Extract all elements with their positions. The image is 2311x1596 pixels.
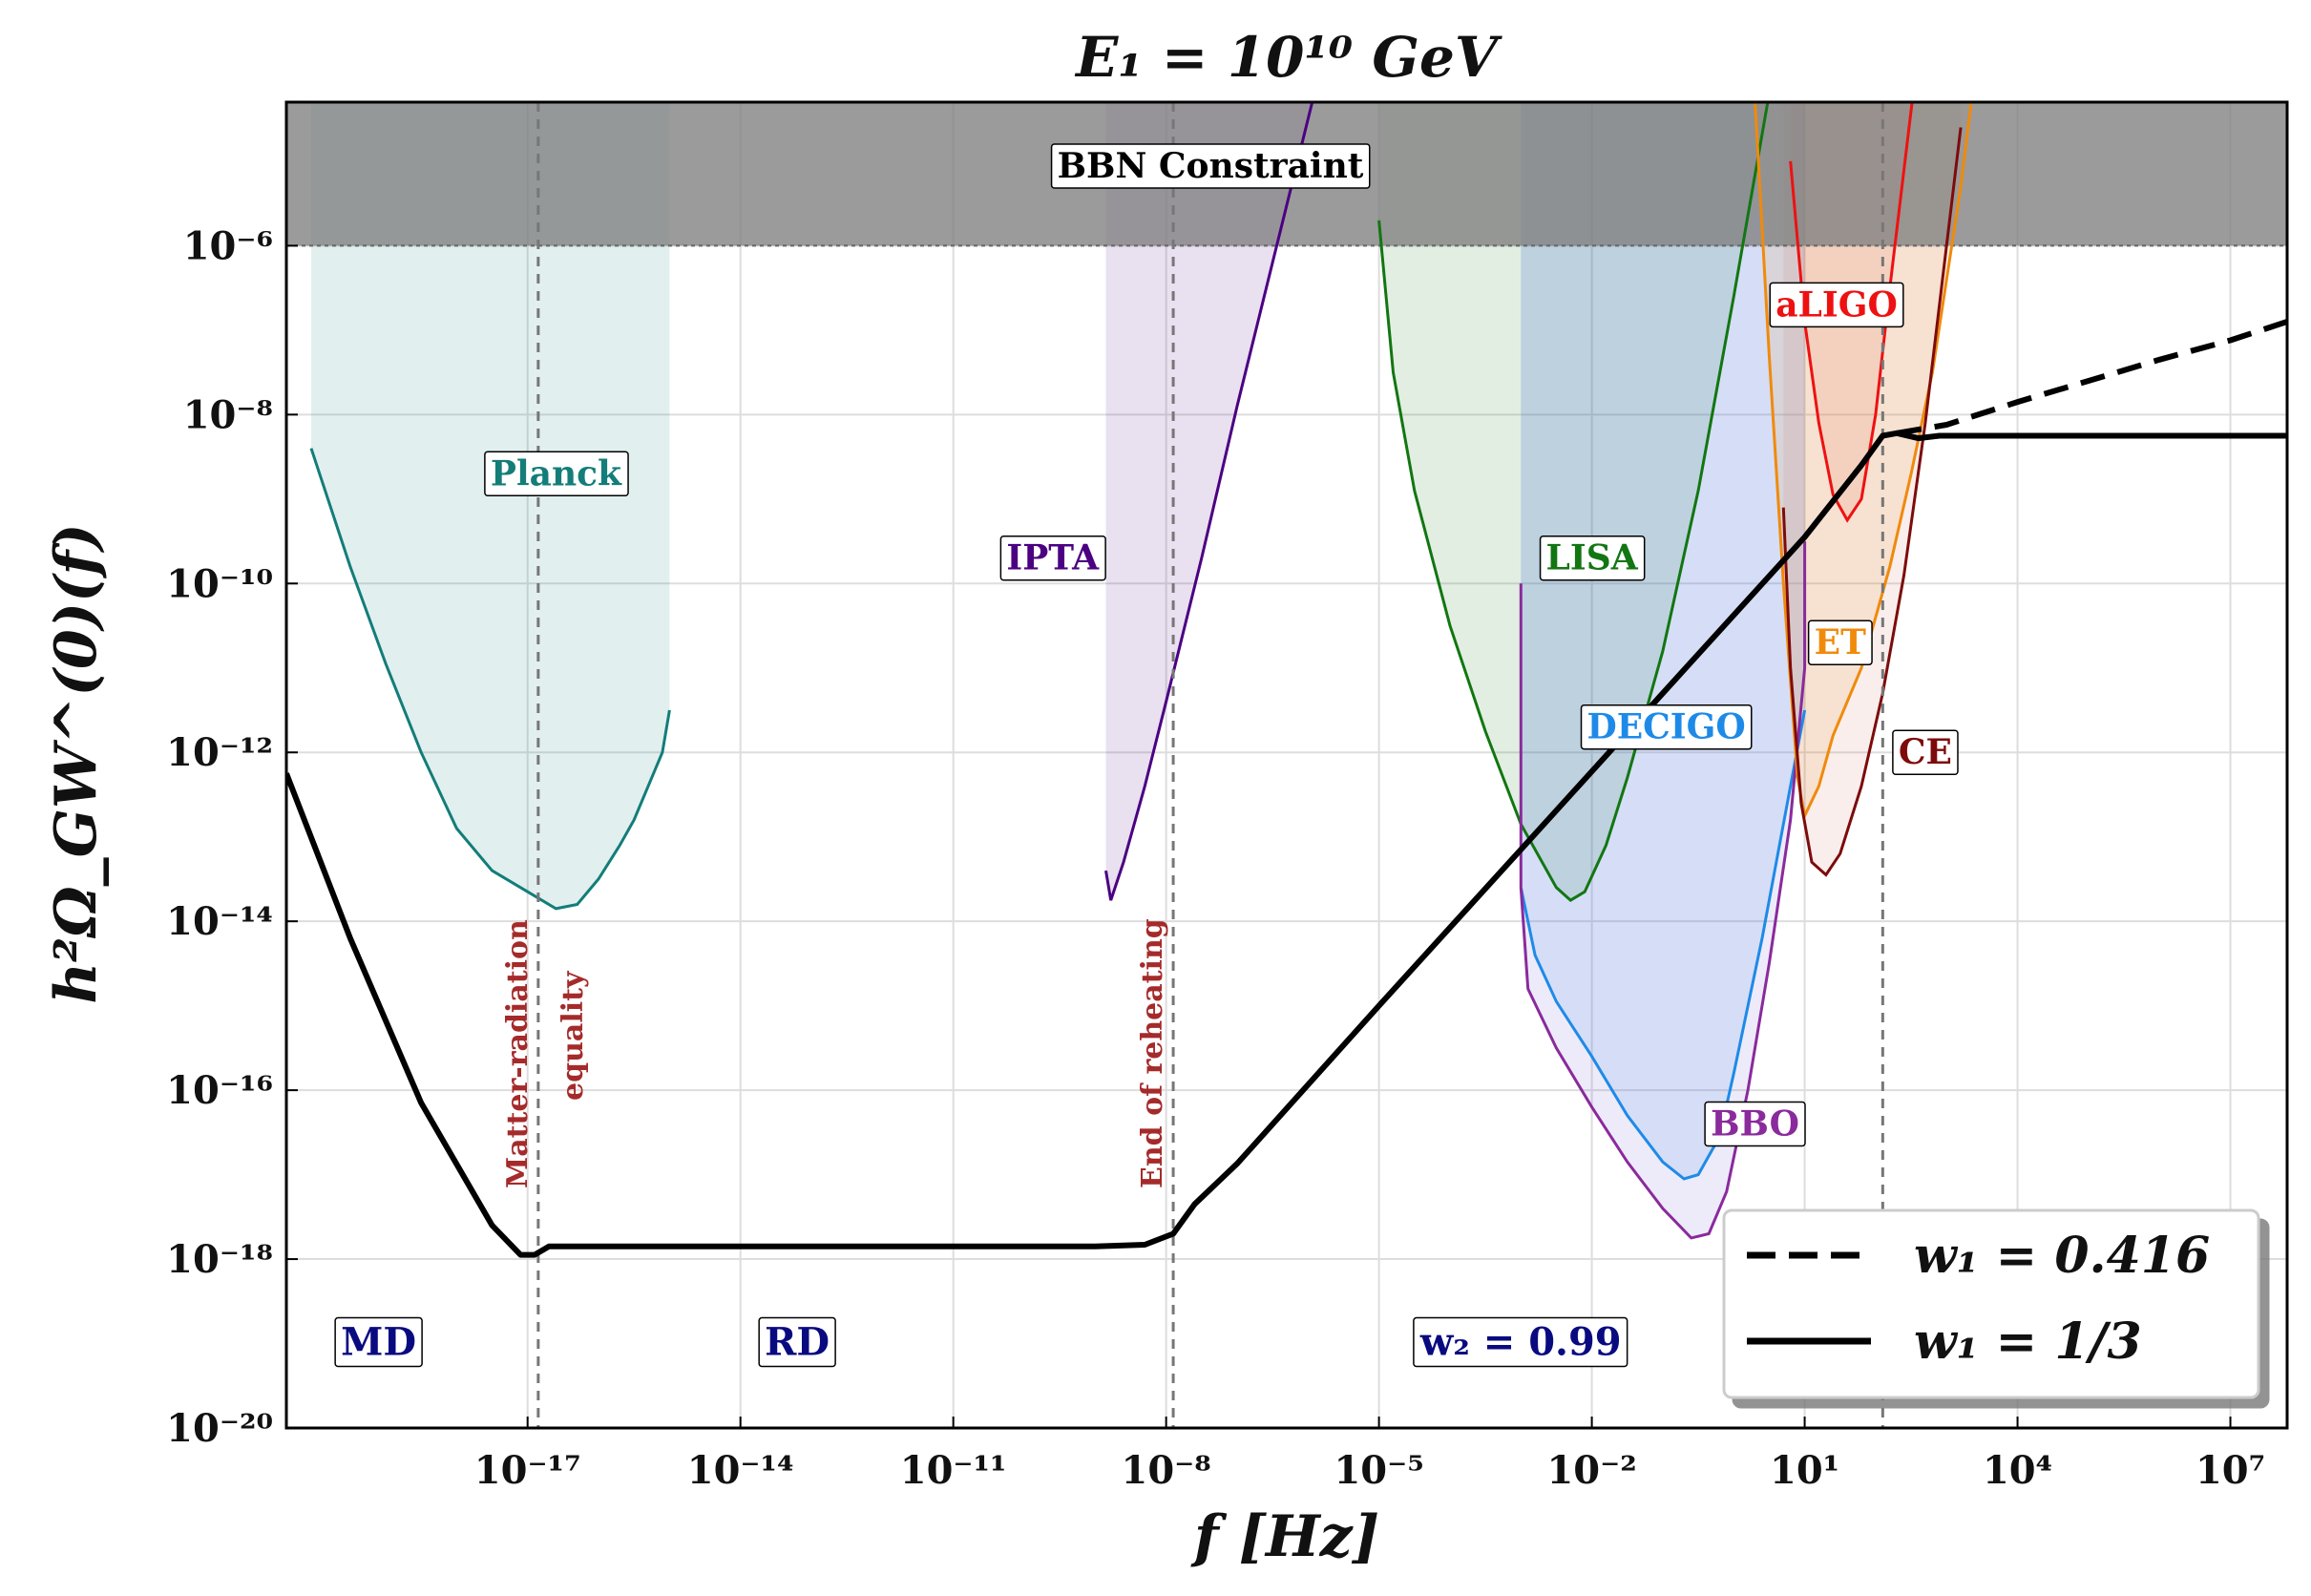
lisa-label-box <box>1539 535 1646 581</box>
vertical-markers <box>536 102 1884 1428</box>
decigo-fill <box>1521 102 1805 1179</box>
y-tick-label: 10⁻⁶ <box>183 223 273 268</box>
matter-radiation-equality-label: Matter-radiation equality <box>501 919 590 1188</box>
ce-label: CE <box>1892 729 1959 775</box>
x-tick-label: 10⁻² <box>1546 1448 1636 1493</box>
matter-radiation-equality-label-line1: Matter-radiation <box>501 919 535 1188</box>
et-label: ET <box>1807 620 1873 665</box>
decigo-label: DECIGO <box>1580 704 1753 750</box>
end-of-reheating-label-line1: End of reheating <box>1136 918 1169 1188</box>
planck-curve <box>309 448 671 911</box>
x-tick-label: 10⁻⁸ <box>1121 1448 1210 1493</box>
et-label-box <box>1807 620 1873 665</box>
bbn-label: BBN Constraint <box>1050 143 1371 189</box>
series-w-0-416 <box>1896 319 2287 436</box>
bbn-label-text: BBN Constraint <box>1058 146 1364 186</box>
lisa-curve <box>1377 102 1770 902</box>
planck-label-box <box>484 451 629 497</box>
bbo-label-box <box>1704 1101 1806 1147</box>
x-tick-label: 10¹ <box>1770 1448 1839 1493</box>
sensitivity-curves <box>309 102 1973 1240</box>
region-md-label-text: MD <box>341 1320 416 1365</box>
planck-label-text: Planck <box>491 453 622 494</box>
x-tick-label: 10⁻¹⁷ <box>474 1448 581 1493</box>
aligo-curve <box>1789 102 1914 523</box>
y-axis-title: h²Ω_GW^(0)(f) <box>43 523 110 1003</box>
ce-curve <box>1781 127 1963 877</box>
ce-label-box <box>1892 729 1959 775</box>
region-w-0-99-label-text: w₂ = 0.99 <box>1419 1320 1622 1365</box>
matter-radiation-equality-label-line2: equality <box>557 970 590 1101</box>
y-tick-label: 10⁻¹⁶ <box>166 1068 273 1113</box>
annotation-labels: BBN Constraint Planck IPTA LISA DECIGO BBO aLI… <box>334 143 1959 1368</box>
x-tick-label: 10⁻¹⁴ <box>687 1448 794 1493</box>
end-of-reheating-label: End of reheating <box>1136 918 1169 1188</box>
ipta-label-text: IPTA <box>1006 538 1100 578</box>
plot-frame <box>284 100 2289 1430</box>
lisa-label-text: LISA <box>1546 538 1639 578</box>
aligo-label-box <box>1769 282 1904 328</box>
region-md-label: MD <box>334 1316 423 1368</box>
legend: w₁ = 0.416 w₁ = 1/3 <box>1722 1208 2260 1399</box>
region-w-0-99-label: w₂ = 0.99 <box>1413 1316 1628 1368</box>
region-w-0-99-label-box <box>1413 1316 1628 1368</box>
x-tick-label: 10⁻¹¹ <box>900 1448 1007 1493</box>
ipta-label-box <box>999 535 1106 581</box>
bbo-curve <box>1519 541 1807 1240</box>
y-tick-label: 10⁻¹⁴ <box>166 899 273 944</box>
y-tick-label: 10⁻⁸ <box>183 392 273 437</box>
decigo-curve <box>1519 709 1807 1181</box>
y-tick-label: 10⁻¹⁸ <box>166 1237 273 1282</box>
region-rd-label-box <box>758 1316 836 1368</box>
y-tick-label: 10⁻¹² <box>166 730 273 775</box>
legend-label-solid: w₁ = 1/3 <box>1914 1312 2142 1371</box>
x-tick-label: 10⁷ <box>2195 1448 2265 1493</box>
bbo-label: BBO <box>1704 1101 1806 1147</box>
legend-label-dashed: w₁ = 0.416 <box>1914 1227 2210 1285</box>
aligo-label: aLIGO <box>1769 282 1904 328</box>
y-tick-label: 10⁻¹⁰ <box>166 561 273 606</box>
lisa-label: LISA <box>1539 535 1646 581</box>
decigo-label-box <box>1580 704 1753 750</box>
chart-title: E₁ = 10¹⁰ GeV <box>1074 25 1502 90</box>
x-axis-title: f [Hz] <box>1190 1503 1379 1570</box>
y-tick-label: 10⁻²⁰ <box>166 1406 273 1451</box>
region-rd-label: RD <box>758 1316 836 1368</box>
ce-label-text: CE <box>1899 732 1952 772</box>
bbn-label-box <box>1050 143 1371 189</box>
decigo-label-text: DECIGO <box>1587 707 1746 747</box>
planck-label: Planck <box>484 451 629 497</box>
planck-fill <box>311 102 670 909</box>
bbo-fill <box>1521 102 1805 1238</box>
ipta-fill <box>1105 102 1313 901</box>
ipta-curve <box>1104 102 1314 901</box>
aligo-label-text: aLIGO <box>1775 284 1898 325</box>
et-label-text: ET <box>1815 622 1866 662</box>
region-md-label-box <box>334 1316 423 1368</box>
region-rd-label-text: RD <box>765 1320 830 1365</box>
ipta-label: IPTA <box>999 535 1106 581</box>
series-w-1-3 <box>286 430 2287 1258</box>
data-series <box>286 319 2287 1258</box>
x-tick-label: 10⁻⁵ <box>1334 1448 1423 1493</box>
bbo-label-text: BBO <box>1711 1104 1799 1144</box>
axis-ticks: 10⁻¹⁷ 10⁻¹⁴ 10⁻¹¹ 10⁻⁸ 10⁻⁵ 10⁻² 10¹ 10⁴ 10⁷ 10⁻⁶… <box>166 223 2265 1493</box>
x-tick-label: 10⁴ <box>1983 1448 2052 1493</box>
